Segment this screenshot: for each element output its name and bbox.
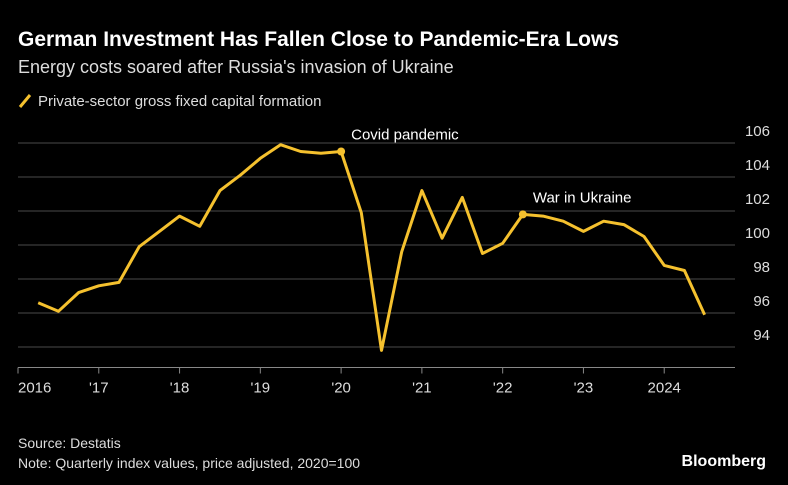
x-tick-label: '19 [251, 380, 271, 397]
x-tick-label: '20 [331, 380, 351, 397]
annotation-marker [337, 147, 346, 156]
y-tick-label: 98 [753, 259, 770, 276]
chart-subtitle: Energy costs soared after Russia's invas… [18, 57, 454, 77]
annotation-label: War in Ukraine [533, 189, 632, 206]
y-tick-label: 106 [745, 123, 770, 140]
y-tick-label: 104 [745, 157, 770, 174]
annotation-marker [518, 210, 527, 219]
x-tick-label: 2016 [18, 380, 51, 397]
source: Source: Destatis [18, 435, 121, 451]
legend-label: Private-sector gross fixed capital forma… [38, 93, 321, 110]
line-series [37, 143, 706, 352]
annotation-label: Covid pandemic [351, 127, 459, 144]
x-tick-label: '23 [574, 380, 594, 397]
legend-swatch [18, 94, 32, 108]
x-tick-label: '18 [170, 380, 190, 397]
x-tick-label: '22 [493, 380, 513, 397]
y-tick-label: 100 [745, 225, 770, 242]
y-tick-label: 96 [753, 293, 770, 310]
y-tick-label: 102 [745, 191, 770, 208]
y-tick-label: 94 [753, 327, 770, 344]
x-tick-label: '17 [89, 380, 109, 397]
x-tick-label: '21 [412, 380, 432, 397]
note: Note: Quarterly index values, price adju… [18, 455, 360, 471]
x-tick-label: 2024 [648, 380, 681, 397]
chart-title: German Investment Has Fallen Close to Pa… [18, 28, 619, 51]
brand: Bloomberg [682, 453, 766, 470]
